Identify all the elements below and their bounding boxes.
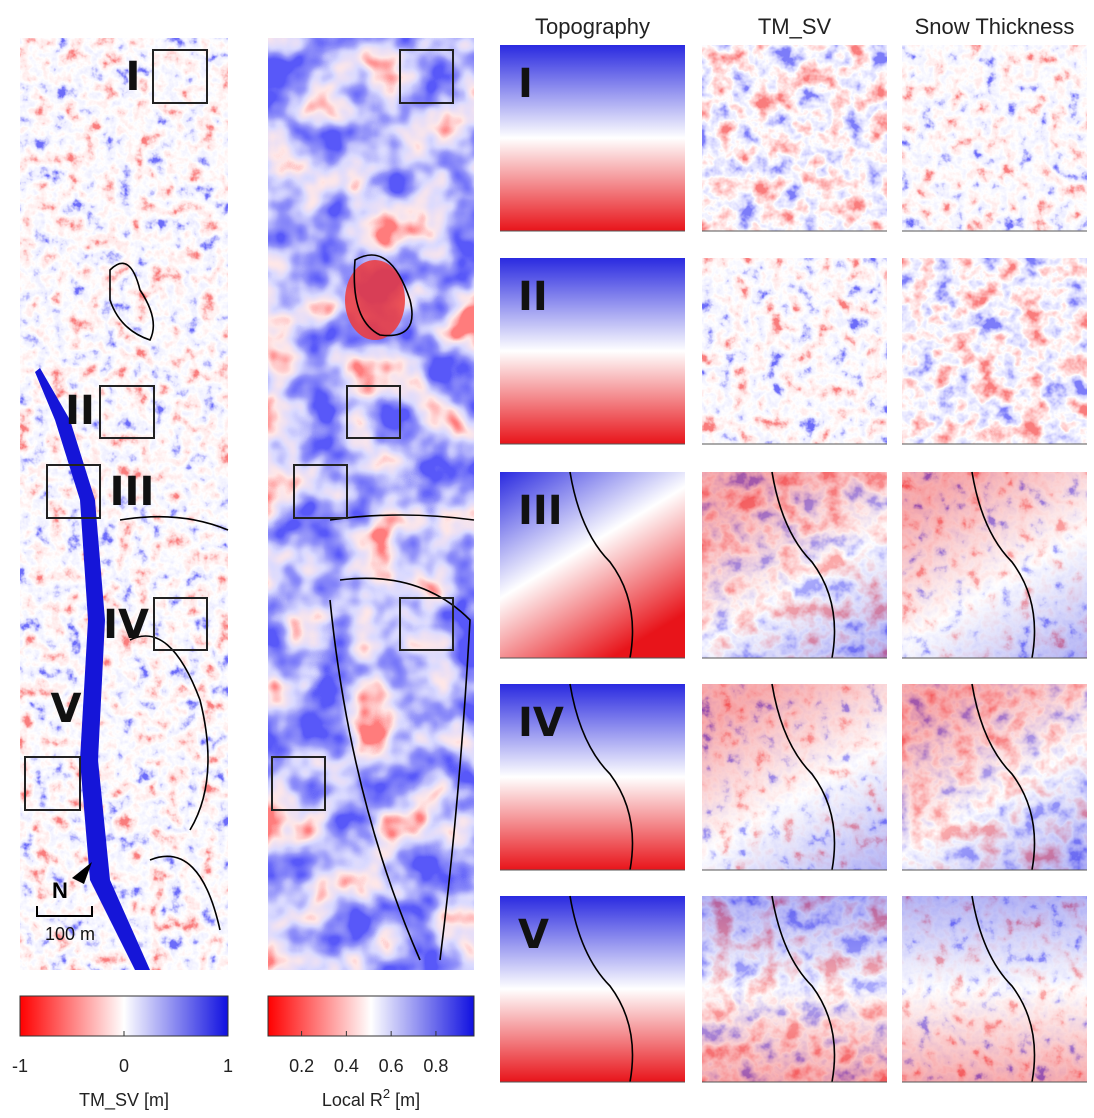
- colorbar-label: Local R2 [m]: [322, 1086, 420, 1110]
- label-part: TM_SV [m]: [79, 1090, 169, 1111]
- tm-sv-panel: [702, 258, 887, 444]
- colorbar-tick-label: -1: [12, 1056, 28, 1076]
- colorbar-tick-label: 0: [119, 1056, 129, 1076]
- region-label: I: [518, 61, 533, 107]
- local-r2-map: [268, 38, 474, 970]
- colorbar-tick-label: 0.2: [289, 1056, 314, 1076]
- snow-thickness-panel: [902, 45, 1087, 231]
- colorbar-tick-label: 0.8: [423, 1056, 448, 1076]
- label-part: Local R: [322, 1090, 383, 1110]
- region-label: V: [51, 686, 82, 732]
- region-label: V: [518, 912, 549, 958]
- colorbar-tick-label: 1: [223, 1056, 233, 1076]
- panel-tint: [902, 684, 1087, 870]
- tm-sv-panel: [702, 45, 887, 231]
- column-title: TM_SV: [758, 14, 832, 39]
- column-title: Snow Thickness: [915, 14, 1075, 39]
- region-label: III: [518, 488, 563, 534]
- north-label: N: [52, 878, 68, 903]
- colorbar: [268, 996, 474, 1036]
- region-label: IV: [103, 602, 149, 648]
- label-part: [m]: [390, 1090, 420, 1110]
- column-title: Topography: [535, 14, 650, 39]
- region-label: III: [110, 469, 155, 515]
- panel-tint: [902, 896, 1087, 1082]
- figure: I II III IV V N 100 m TopographyTM_SVSno…: [0, 0, 1094, 1118]
- colorbar-tick-label: 0.4: [334, 1056, 359, 1076]
- panel-tint: [702, 684, 887, 870]
- region-label: II: [65, 388, 95, 434]
- colorbar: [20, 996, 228, 1036]
- region-label: IV: [518, 700, 564, 746]
- panel-tint: [702, 896, 887, 1082]
- colorbar-label: TM_SV [m]: [79, 1090, 169, 1111]
- panel-tint: [902, 472, 1087, 658]
- panel-tint: [702, 472, 887, 658]
- snow-thickness-panel: [902, 258, 1087, 444]
- region-label: II: [518, 274, 548, 320]
- region-label: I: [126, 54, 141, 100]
- scale-label: 100 m: [45, 924, 95, 944]
- superscript: 2: [383, 1086, 390, 1101]
- colorbar-tick-label: 0.6: [379, 1056, 404, 1076]
